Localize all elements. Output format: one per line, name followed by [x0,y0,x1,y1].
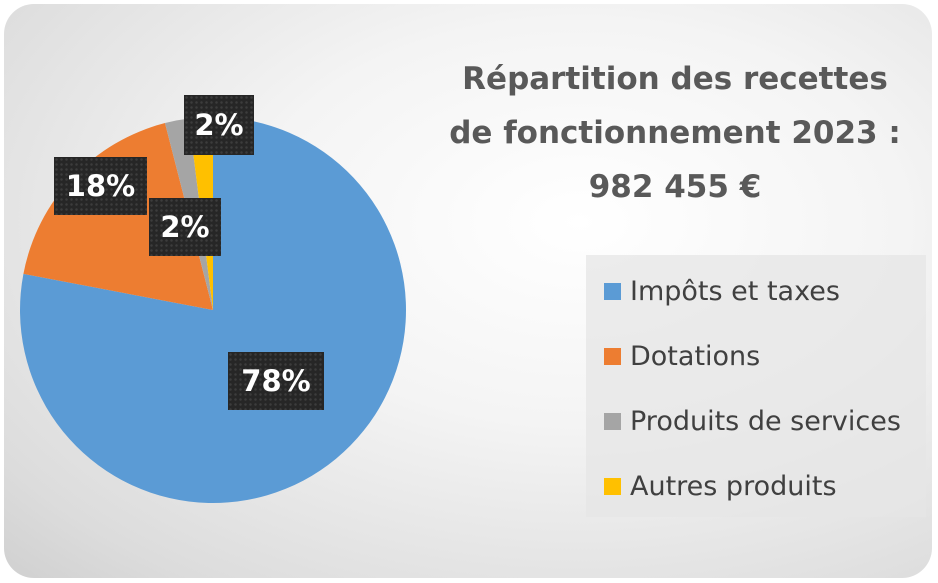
legend-label: Dotations [630,340,761,372]
legend-item-autres-produits: Autres produits [604,469,837,503]
data-label-impots: 78% [228,352,324,410]
legend-label: Autres produits [630,470,837,502]
legend-item-produits-services: Produits de services [604,404,901,438]
legend-item-dotations: Dotations [604,339,760,373]
chart-legend: Impôts et taxes Dotations Produits de se… [586,255,926,517]
data-label-produits-services: 2% [149,198,221,256]
pie-slice-dotations [23,123,214,310]
data-label-dotations: 18% [54,157,147,215]
data-label-autres-produits: 2% [184,95,254,155]
legend-swatch [604,347,621,365]
chart-title: Répartition des recettes de fonctionneme… [440,52,910,214]
legend-swatch [604,282,621,300]
legend-swatch [604,477,621,495]
chart-title-line-1: Répartition des recettes [462,61,888,97]
legend-label: Produits de services [630,405,901,437]
chart-title-line-3: 982 455 € [588,169,762,205]
legend-label: Impôts et taxes [630,275,840,307]
legend-item-impots: Impôts et taxes [604,274,840,308]
chart-title-line-2: de fonctionnement 2023 : [449,115,901,151]
legend-swatch [604,412,621,430]
